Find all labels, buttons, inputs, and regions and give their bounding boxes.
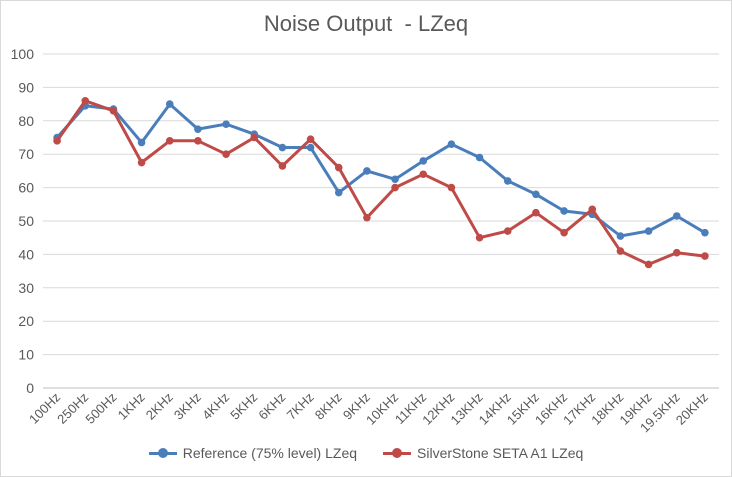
x-tick-label: 6KHz — [255, 390, 288, 423]
data-point-series-1 — [334, 188, 343, 197]
data-point-series-2 — [532, 208, 540, 217]
data-point-series-2 — [363, 213, 371, 222]
x-tick-label: 10KHz — [363, 390, 401, 428]
data-point-series-1 — [701, 228, 709, 237]
data-point-series-2 — [588, 205, 597, 214]
data-point-series-2 — [306, 135, 315, 143]
series-line-1 — [55, 102, 707, 238]
data-point-series-2 — [250, 133, 259, 142]
data-point-series-1 — [391, 175, 399, 184]
y-tick-label: 30 — [18, 280, 34, 296]
chart-legend: Reference (75% level) LZeq SilverStone S… — [1, 445, 731, 461]
data-point-series-1 — [222, 120, 230, 128]
data-point-series-2 — [447, 183, 456, 192]
x-tick-label: 500Hz — [82, 390, 119, 427]
data-point-series-2 — [391, 183, 399, 192]
data-point-series-2 — [560, 228, 568, 237]
legend-swatch-dot-1 — [157, 448, 168, 458]
data-point-series-2 — [194, 137, 202, 145]
x-tick-label: 5KHz — [227, 390, 260, 423]
data-point-series-2 — [644, 260, 653, 269]
x-tick-label: 7KHz — [284, 390, 317, 423]
legend-label-series-1: Reference (75% level) LZeq — [182, 445, 358, 461]
legend-entry-series-2: SilverStone SETA A1 LZeq — [383, 445, 583, 461]
data-point-series-1 — [137, 138, 146, 147]
data-point-series-1 — [447, 140, 456, 148]
data-point-series-2 — [672, 248, 681, 257]
y-tick-label: 0 — [26, 380, 34, 396]
y-tick-label: 70 — [18, 146, 34, 162]
y-tick-label: 80 — [18, 113, 34, 129]
chart-title: Noise Output - LZeq — [263, 11, 469, 36]
data-point-series-2 — [475, 233, 484, 242]
data-point-series-1 — [475, 153, 484, 162]
data-point-series-2 — [503, 227, 512, 235]
y-tick-label: 50 — [18, 213, 34, 229]
y-tick-label: 90 — [18, 79, 34, 95]
data-point-series-1 — [419, 157, 428, 165]
y-tick-label: 60 — [18, 180, 34, 196]
x-tick-label: 8KHz — [312, 390, 345, 423]
data-point-series-2 — [137, 158, 146, 167]
data-point-series-1 — [194, 125, 202, 133]
data-point-series-1 — [532, 190, 540, 199]
data-point-series-1 — [672, 212, 681, 220]
x-tick-label: 250Hz — [54, 390, 91, 427]
x-tick-label: 2KHz — [143, 390, 176, 423]
data-point-series-1 — [560, 207, 568, 215]
data-point-series-2 — [165, 137, 174, 145]
data-point-series-1 — [644, 227, 653, 235]
y-tick-label: 10 — [18, 347, 34, 363]
data-point-series-2 — [109, 106, 118, 115]
legend-swatch-series-2 — [383, 448, 412, 458]
data-point-series-1 — [616, 232, 625, 240]
data-point-series-1 — [363, 167, 371, 175]
x-tick-label: 4KHz — [199, 390, 232, 423]
x-tick-label: 1KHz — [115, 390, 148, 423]
data-point-series-2 — [222, 150, 230, 158]
data-point-series-1 — [306, 143, 315, 152]
y-tick-label: 100 — [11, 46, 35, 62]
data-point-series-1 — [503, 177, 512, 185]
series-line-2 — [55, 99, 707, 266]
y-tick-label: 20 — [18, 313, 34, 329]
data-point-series-2 — [334, 163, 343, 172]
data-point-series-1 — [165, 100, 174, 108]
y-tick-label: 40 — [18, 246, 34, 262]
data-point-series-2 — [53, 137, 61, 145]
data-point-series-2 — [701, 252, 709, 260]
x-tick-label: 20KHz — [673, 390, 711, 428]
data-point-series-2 — [81, 96, 90, 105]
legend-entry-series-1: Reference (75% level) LZeq — [148, 445, 358, 461]
data-point-series-2 — [616, 247, 625, 255]
x-tick-label: 3KHz — [171, 390, 204, 423]
legend-swatch-series-1 — [148, 448, 177, 458]
data-point-series-2 — [278, 162, 287, 170]
data-point-series-1 — [278, 143, 287, 152]
data-point-series-2 — [419, 170, 428, 179]
legend-swatch-dot-2 — [392, 448, 403, 458]
legend-label-series-2: SilverStone SETA A1 LZeq — [417, 445, 584, 461]
